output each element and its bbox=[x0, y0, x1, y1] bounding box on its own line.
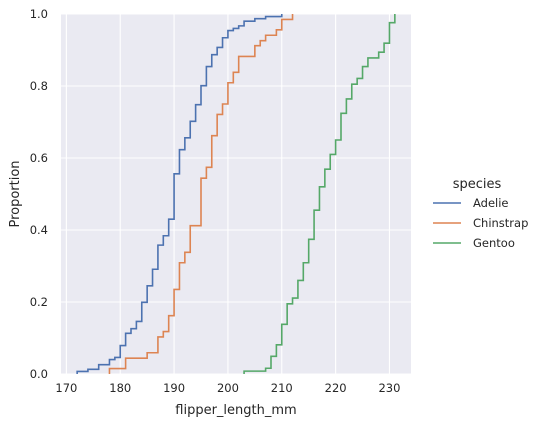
series-lines bbox=[76, 14, 396, 374]
x-tick-label: 210 bbox=[271, 381, 293, 395]
legend-label: Chinstrap bbox=[473, 216, 528, 230]
y-tick-label: 0.4 bbox=[30, 223, 48, 237]
grid bbox=[61, 13, 411, 375]
x-tick-label: 220 bbox=[325, 381, 347, 395]
legend-title: species bbox=[453, 177, 502, 192]
legend-label: Gentoo bbox=[473, 236, 515, 250]
x-tick-label: 230 bbox=[378, 381, 400, 395]
series-line-chinstrap bbox=[108, 14, 294, 374]
series-line-gentoo bbox=[243, 14, 396, 374]
x-axis-label: flipper_length_mm bbox=[175, 403, 296, 418]
y-tick-label: 0.0 bbox=[30, 367, 48, 381]
legend-label: Adelie bbox=[473, 196, 509, 210]
legend: species Adelie Chinstrap Gentoo bbox=[433, 177, 528, 250]
x-tick-label: 200 bbox=[217, 381, 239, 395]
series-line-adelie bbox=[76, 14, 283, 374]
x-tick-label: 180 bbox=[109, 381, 131, 395]
y-tick-label: 0.2 bbox=[30, 295, 48, 309]
x-tick-label: 170 bbox=[55, 381, 77, 395]
y-tick-label: 0.6 bbox=[30, 151, 48, 165]
y-axis-label: Proportion bbox=[8, 160, 23, 227]
plot-background bbox=[61, 14, 411, 374]
x-tick-labels: 170 180 190 200 210 220 230 bbox=[55, 381, 400, 395]
y-tick-label: 1.0 bbox=[30, 7, 48, 21]
y-tick-labels: 0.0 0.2 0.4 0.6 0.8 1.0 bbox=[30, 7, 48, 381]
y-tick-label: 0.8 bbox=[30, 79, 48, 93]
x-tick-label: 190 bbox=[163, 381, 185, 395]
